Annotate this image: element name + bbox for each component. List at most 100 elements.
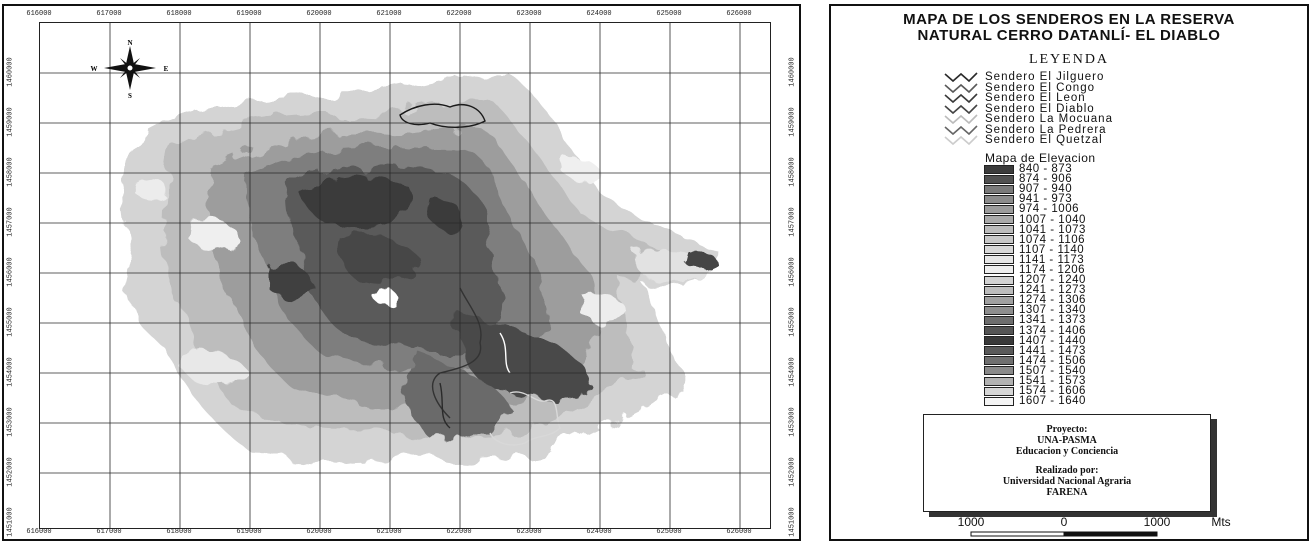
elevation-swatch	[984, 275, 1014, 285]
elevation-map-svg: N S E W	[40, 23, 770, 528]
elevation-swatch	[984, 215, 1014, 225]
scale-bar: 1000 0 1000 Mts	[941, 515, 1241, 541]
elevation-label: 1274 - 1306	[1019, 294, 1086, 307]
elevation-label: 1407 - 1440	[1019, 334, 1086, 347]
trail-line-icon	[944, 93, 978, 104]
x-tick-bottom: 616000	[26, 528, 52, 536]
elevation-swatch	[984, 285, 1014, 295]
x-tick-bottom: 618000	[166, 528, 192, 536]
elevation-legend-item: 974 - 1006	[984, 203, 1086, 216]
legend-heading: LEYENDA	[1028, 52, 1110, 67]
elevation-label: 1041 - 1073	[1019, 223, 1086, 236]
project-subtitle: Educacion y Conciencia	[1015, 446, 1119, 457]
elevation-swatch	[984, 194, 1014, 204]
elevation-swatch	[984, 265, 1014, 275]
elevation-legend-item: 1174 - 1206	[984, 264, 1086, 276]
elevation-swatch	[984, 315, 1014, 325]
elevation-legend-item: 1307 - 1340	[984, 305, 1086, 316]
elevation-swatch	[984, 366, 1014, 376]
elevation-legend-item: 1574 - 1606	[984, 385, 1086, 397]
scale-left-label: 1000	[957, 515, 985, 529]
elevation-label: 974 - 1006	[1019, 203, 1079, 216]
made-by-label: Realizado por:	[1035, 465, 1099, 476]
terrain-shading	[122, 73, 721, 463]
x-tick-top: 626000	[726, 10, 752, 18]
elevation-label: 907 - 940	[1019, 183, 1073, 196]
elevation-swatch	[984, 326, 1014, 336]
elevation-map[interactable]: N S E W	[39, 22, 771, 529]
elevation-label: 1074 - 1106	[1019, 233, 1086, 246]
x-tick-top: 617000	[96, 10, 122, 18]
y-tick-right: 1451000	[788, 507, 797, 537]
trail-lines	[399, 103, 561, 446]
elevation-legend-item: 907 - 940	[984, 183, 1086, 196]
compass-west-label: W	[91, 65, 98, 73]
elevation-label: 1607 - 1640	[1019, 395, 1086, 408]
trail-line-icon	[944, 104, 978, 114]
map-title-line-2: NATURAL CERRO DATANLÍ- EL DIABLO	[917, 27, 1221, 44]
made-by-dept: FARENA	[1046, 487, 1088, 498]
project-credits-box: Proyecto: UNA-PASMA Educacion y Concienc…	[923, 414, 1211, 512]
scale-unit-label: Mts	[1211, 515, 1231, 529]
compass-rose-icon: N S E W	[91, 39, 169, 100]
y-tick-right: 1459000	[788, 107, 797, 137]
trail-line-icon	[944, 72, 978, 83]
elevation-legend-item: 1041 - 1073	[984, 223, 1086, 236]
y-tick-right: 1456000	[788, 257, 797, 287]
trail-line-icon	[944, 125, 978, 135]
map-title-line-1: MAPA DE LOS SENDEROS EN LA RESERVA	[903, 11, 1235, 28]
trail-label: Sendero La Mocuana	[985, 113, 1113, 126]
elevation-swatch	[984, 305, 1014, 315]
elevation-label: 840 - 873	[1019, 163, 1073, 176]
elevation-label: 874 - 906	[1019, 173, 1073, 186]
y-tick-right: 1452000	[788, 457, 797, 487]
x-tick-top: 621000	[376, 10, 402, 18]
elevation-legend-item: 1207 - 1240	[984, 274, 1086, 287]
elevation-legend-item: 1541 - 1573	[984, 375, 1086, 387]
elevation-swatch	[984, 346, 1014, 356]
elevation-legend-item: 1341 - 1373	[984, 315, 1086, 326]
trail-label: Sendero La Pedrera	[985, 123, 1107, 136]
x-tick-bottom: 621000	[376, 528, 402, 536]
legend-panel: MAPA DE LOS SENDEROS EN LA RESERVA NATUR…	[829, 4, 1309, 541]
project-label: Proyecto:	[1046, 424, 1088, 435]
trail-label: Sendero El Quetzal	[985, 134, 1103, 147]
elevation-legend-item: 1407 - 1440	[984, 334, 1086, 347]
compass-east-label: E	[164, 65, 169, 73]
elevation-label: 1374 - 1406	[1019, 324, 1086, 337]
elevation-legend: 840 - 873 874 - 906 907 - 940 941 - 973 974 …	[984, 163, 1086, 408]
elevation-swatch	[984, 184, 1014, 194]
elevation-legend-item: 1474 - 1506	[984, 355, 1086, 367]
x-tick-bottom: 624000	[586, 528, 612, 536]
x-tick-top: 622000	[446, 10, 472, 18]
y-tick-left: 1460000	[6, 57, 15, 87]
elevation-swatch	[984, 295, 1014, 305]
elevation-legend-item: 1274 - 1306	[984, 294, 1086, 307]
elevation-swatch	[984, 386, 1014, 396]
elevation-label: 1441 - 1473	[1019, 344, 1086, 357]
elevation-legend-item: 941 - 973	[984, 194, 1086, 205]
trail-label: Sendero El Leon	[985, 92, 1086, 105]
elevation-label: 1141 - 1173	[1019, 253, 1085, 266]
y-tick-right: 1458000	[788, 157, 797, 187]
elevation-swatch	[984, 376, 1014, 386]
project-name: UNA-PASMA	[1037, 435, 1097, 446]
trail-label: Sendero El Diablo	[985, 102, 1095, 115]
trails-legend: Sendero El Jilguero Sendero El Congo Sende…	[943, 72, 1113, 146]
y-tick-right: 1455000	[788, 307, 797, 337]
y-tick-left: 1453000	[6, 407, 15, 437]
y-tick-left: 1452000	[6, 457, 15, 487]
elevation-legend-item: 1007 - 1040	[984, 214, 1086, 225]
elevation-label: 1107 - 1140	[1019, 243, 1085, 256]
elevation-swatch	[984, 396, 1014, 406]
grid-lines	[40, 23, 770, 528]
x-tick-top: 624000	[586, 10, 612, 18]
trail-legend-item: Sendero El Jilguero	[943, 72, 1113, 83]
trail-legend-item: Sendero El Quetzal	[943, 135, 1113, 146]
trail-legend-item: Sendero La Pedrera	[943, 123, 1113, 136]
elevation-swatch	[984, 245, 1014, 255]
trail-line-icon	[944, 114, 978, 125]
elevation-swatch	[984, 174, 1014, 184]
y-tick-right: 1453000	[788, 407, 797, 437]
elevation-label: 1207 - 1240	[1019, 274, 1086, 287]
